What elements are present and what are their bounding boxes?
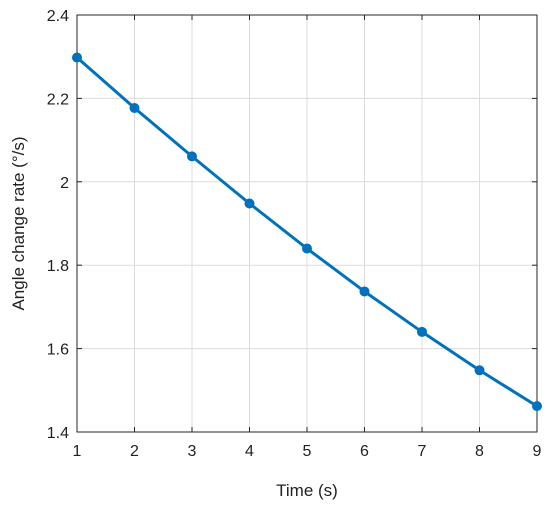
y-tick-label: 2	[60, 175, 69, 192]
axis-ticks: 1 2 3 4 5 6 7 8 9 1.4 1.6 1.8 2 2.2 2.4	[47, 8, 542, 460]
x-tick-label: 5	[303, 443, 312, 460]
y-tick-label: 1.6	[47, 342, 69, 359]
y-axis-title: Angle change rate (°/s)	[9, 136, 28, 310]
data-point	[474, 365, 485, 376]
data-point	[359, 286, 370, 297]
data-point	[187, 151, 197, 162]
data-point	[417, 326, 427, 337]
x-tick-label: 1	[73, 443, 82, 460]
y-tick-label: 2.4	[47, 8, 69, 25]
x-axis-title: Time (s)	[276, 481, 338, 500]
data-point	[302, 243, 312, 254]
data-point	[244, 198, 255, 209]
series-layer	[72, 52, 542, 412]
grid	[76, 14, 538, 433]
data-point	[532, 401, 542, 412]
x-tick-label: 9	[533, 443, 542, 460]
x-tick-label: 2	[130, 443, 139, 460]
y-tick-label: 1.8	[47, 258, 69, 275]
y-tick-label: 2.2	[47, 91, 69, 108]
x-tick-label: 7	[418, 443, 427, 460]
x-tick-label: 4	[245, 443, 254, 460]
data-point	[72, 52, 82, 63]
x-tick-label: 6	[360, 443, 369, 460]
x-tick-label: 8	[475, 443, 484, 460]
data-point	[129, 102, 140, 113]
x-tick-label: 3	[188, 443, 197, 460]
y-tick-label: 1.4	[47, 425, 69, 442]
